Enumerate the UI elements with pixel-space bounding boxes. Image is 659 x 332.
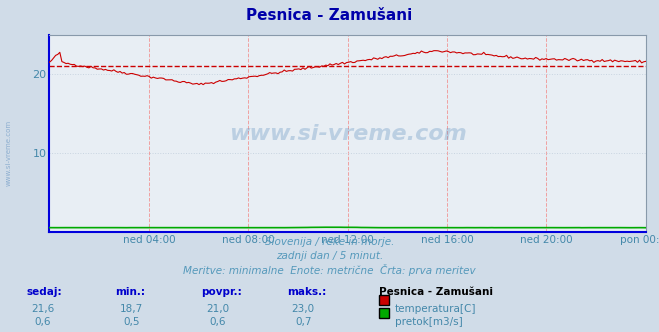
Text: 23,0: 23,0: [291, 304, 315, 314]
Text: 21,0: 21,0: [206, 304, 229, 314]
Text: maks.:: maks.:: [287, 287, 326, 297]
Text: povpr.:: povpr.:: [201, 287, 242, 297]
Text: 21,6: 21,6: [31, 304, 55, 314]
Text: min.:: min.:: [115, 287, 146, 297]
Text: www.si-vreme.com: www.si-vreme.com: [5, 120, 11, 186]
Text: Meritve: minimalne  Enote: metrične  Črta: prva meritev: Meritve: minimalne Enote: metrične Črta:…: [183, 264, 476, 276]
Text: zadnji dan / 5 minut.: zadnji dan / 5 minut.: [276, 251, 383, 261]
Text: www.si-vreme.com: www.si-vreme.com: [229, 124, 467, 144]
Text: Pesnica - Zamušani: Pesnica - Zamušani: [246, 8, 413, 23]
Text: temperatura[C]: temperatura[C]: [395, 304, 476, 314]
Text: pretok[m3/s]: pretok[m3/s]: [395, 317, 463, 327]
Text: Slovenija / reke in morje.: Slovenija / reke in morje.: [265, 237, 394, 247]
Text: 0,7: 0,7: [295, 317, 312, 327]
Text: 0,6: 0,6: [34, 317, 51, 327]
Text: 18,7: 18,7: [120, 304, 144, 314]
Text: Pesnica - Zamušani: Pesnica - Zamušani: [379, 287, 493, 297]
Text: sedaj:: sedaj:: [26, 287, 62, 297]
Text: 0,6: 0,6: [209, 317, 226, 327]
Text: 0,5: 0,5: [123, 317, 140, 327]
